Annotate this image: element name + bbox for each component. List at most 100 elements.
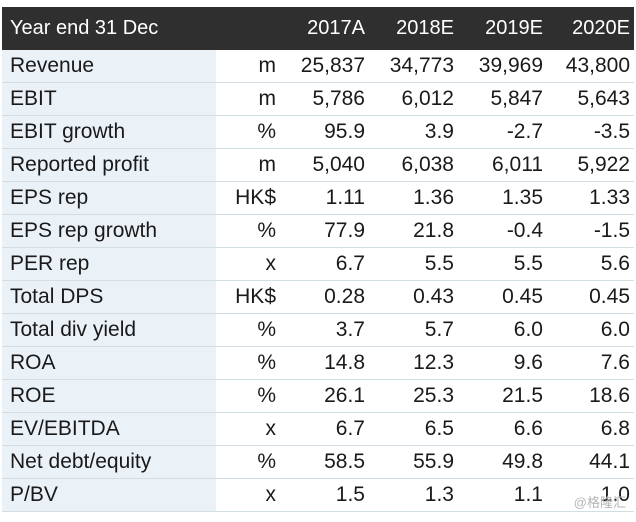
row-value: -3.5 [547,116,634,149]
row-unit: x [216,479,280,512]
financial-summary-table: Year end 31 Dec 2017A 2018E 2019E 2020E … [2,7,634,512]
row-value: 5.5 [369,248,458,281]
row-value: 21.8 [369,215,458,248]
header-unit-spacer [216,7,280,50]
row-value: 0.45 [458,281,547,314]
row-value: 25.3 [369,380,458,413]
row-value: 5.7 [369,314,458,347]
row-label: EBIT growth [2,116,216,149]
row-value: 21.5 [458,380,547,413]
row-value: 49.8 [458,446,547,479]
row-value: 6,038 [369,149,458,182]
row-unit: % [216,314,280,347]
row-value: 14.8 [280,347,369,380]
row-value: 5,847 [458,83,547,116]
row-label: Total DPS [2,281,216,314]
row-value: 5,786 [280,83,369,116]
row-label: Total div yield [2,314,216,347]
row-value: -0.4 [458,215,547,248]
row-value: 6.0 [458,314,547,347]
row-value: 0.43 [369,281,458,314]
row-value: 6.7 [280,413,369,446]
row-value: 6.6 [458,413,547,446]
row-value: 6,011 [458,149,547,182]
row-value: 39,969 [458,50,547,83]
row-value: 5,922 [547,149,634,182]
table-header-row: Year end 31 Dec 2017A 2018E 2019E 2020E [2,7,634,50]
row-unit: % [216,380,280,413]
header-year-2020: 2020E [547,7,634,50]
row-value: 5.5 [458,248,547,281]
header-label: Year end 31 Dec [2,7,216,50]
row-label: EBIT [2,83,216,116]
row-label: P/BV [2,479,216,512]
row-value: 43,800 [547,50,634,83]
row-value: 6,012 [369,83,458,116]
row-value: -2.7 [458,116,547,149]
row-value: 3.7 [280,314,369,347]
row-label: Net debt/equity [2,446,216,479]
row-value: 55.9 [369,446,458,479]
watermark-text: @格隆汇 [574,492,626,511]
row-value: 0.45 [547,281,634,314]
row-unit: m [216,50,280,83]
row-value: 0.28 [280,281,369,314]
row-label: EPS rep growth [2,215,216,248]
row-value: 1.33 [547,182,634,215]
header-year-2017: 2017A [280,7,369,50]
row-value: 58.5 [280,446,369,479]
row-label: ROE [2,380,216,413]
row-value: 1.35 [458,182,547,215]
row-value: 34,773 [369,50,458,83]
row-value: 1.1 [458,479,547,512]
row-value: 1.36 [369,182,458,215]
row-unit: m [216,149,280,182]
row-value: 5,643 [547,83,634,116]
row-unit: % [216,116,280,149]
row-value: 44.1 [547,446,634,479]
row-value: 77.9 [280,215,369,248]
row-value: 26.1 [280,380,369,413]
row-value: 5,040 [280,149,369,182]
row-value: 12.3 [369,347,458,380]
row-value: 1.3 [369,479,458,512]
row-unit: HK$ [216,182,280,215]
header-year-2019: 2019E [458,7,547,50]
row-value: 6.7 [280,248,369,281]
row-value: 25,837 [280,50,369,83]
row-value: 6.0 [547,314,634,347]
row-label: Revenue [2,50,216,83]
row-value: 9.6 [458,347,547,380]
row-value: 6.5 [369,413,458,446]
row-value: 6.8 [547,413,634,446]
row-label: PER rep [2,248,216,281]
row-value: 1.11 [280,182,369,215]
row-value: 7.6 [547,347,634,380]
row-value: 5.6 [547,248,634,281]
row-unit: x [216,248,280,281]
header-year-2018: 2018E [369,7,458,50]
row-label: EV/EBITDA [2,413,216,446]
row-value: 18.6 [547,380,634,413]
row-label: Reported profit [2,149,216,182]
row-unit: HK$ [216,281,280,314]
row-unit: m [216,83,280,116]
row-value: 1.5 [280,479,369,512]
row-unit: x [216,413,280,446]
row-label: EPS rep [2,182,216,215]
